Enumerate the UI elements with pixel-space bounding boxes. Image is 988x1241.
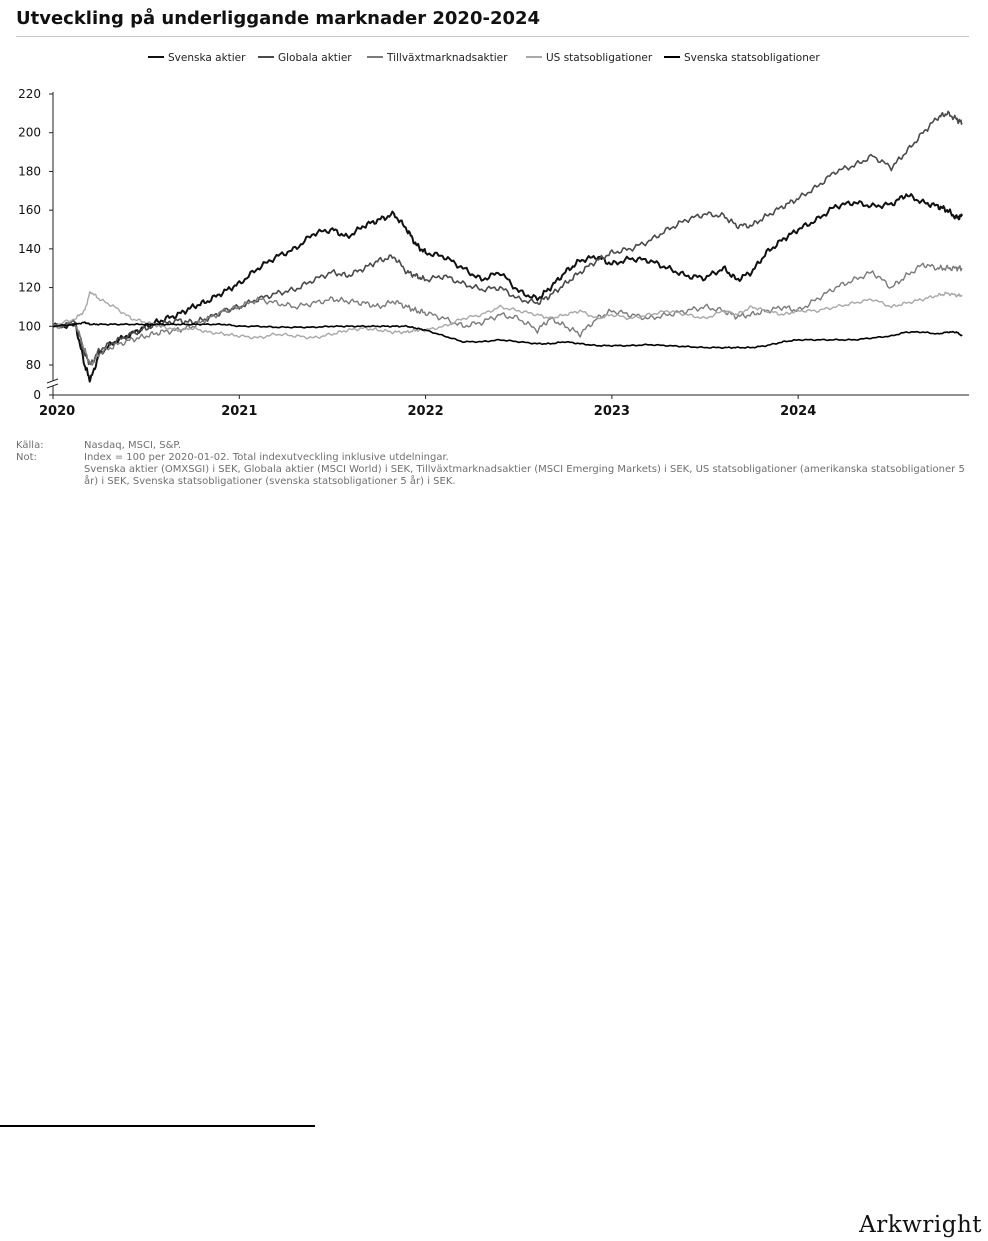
y-tick-label: 100	[18, 319, 41, 333]
note-text-1: Index = 100 per 2020-01-02. Total indexu…	[84, 452, 449, 463]
y-tick-label: 140	[18, 242, 41, 256]
series-line	[52, 321, 963, 350]
series-line	[52, 262, 963, 366]
chart-title: Utveckling på underliggande marknader 20…	[16, 8, 541, 29]
legend-item: Globala aktier	[258, 52, 352, 64]
legend-item: Tillväxtmarknadsaktier	[367, 52, 508, 64]
y-tick-label: 0	[33, 388, 41, 402]
chart-notes: Källa: Nasdaq, MSCI, S&P. Not: Index = 1…	[16, 440, 971, 488]
legend-label: US statsobligationer	[546, 52, 653, 64]
note-text-2: Svenska aktier (OMXSGI) i SEK, Globala a…	[84, 464, 965, 487]
legend-label: Globala aktier	[278, 52, 352, 64]
note-label: Not:	[16, 452, 37, 463]
line-chart: Svenska aktier Globala aktier Tillväxtmark…	[18, 52, 969, 419]
legend-label: Tillväxtmarknadsaktier	[386, 52, 508, 64]
y-tick-label: 80	[26, 358, 41, 372]
x-tick-label: 2024	[780, 404, 816, 419]
footnote-divider	[0, 1125, 315, 1127]
axis-break-marker	[46, 378, 59, 389]
y-tick-label: 180	[18, 164, 41, 178]
y-tick-label: 120	[18, 281, 41, 295]
y-tick-label: 200	[18, 126, 41, 140]
legend-label: Svenska aktier	[168, 52, 246, 64]
note-row: Not: Index = 100 per 2020-01-02. Total i…	[16, 452, 971, 464]
series-line	[52, 110, 963, 366]
title-divider	[16, 36, 969, 37]
legend-label: Svenska statsobligationer	[684, 52, 820, 64]
series-line	[52, 291, 963, 340]
x-tick-label: 2023	[594, 404, 630, 419]
legend-item: US statsobligationer	[526, 52, 653, 64]
legend-item: Svenska statsobligationer	[664, 52, 820, 64]
series-line	[52, 193, 964, 383]
note-row-2: Svenska aktier (OMXSGI) i SEK, Globala a…	[16, 464, 971, 488]
x-tick-label: 2021	[221, 404, 257, 419]
chart-axes: 0 80 100 120 140 160 180 200 220 2020 2021 2022 2023…	[18, 87, 969, 419]
chart-series	[52, 110, 964, 383]
chart-legend: Svenska aktier Globala aktier Tillväxtmark…	[148, 52, 820, 64]
source-text: Nasdaq, MSCI, S&P.	[84, 440, 182, 451]
y-tick-label: 160	[18, 203, 41, 217]
source-row: Källa: Nasdaq, MSCI, S&P.	[16, 440, 971, 452]
legend-item: Svenska aktier	[148, 52, 246, 64]
source-label: Källa:	[16, 440, 44, 451]
x-tick-label: 2022	[407, 404, 443, 419]
brand-logo: Arkwright	[859, 1212, 982, 1238]
y-tick-label: 220	[18, 87, 41, 101]
x-tick-label: 2020	[39, 404, 75, 419]
